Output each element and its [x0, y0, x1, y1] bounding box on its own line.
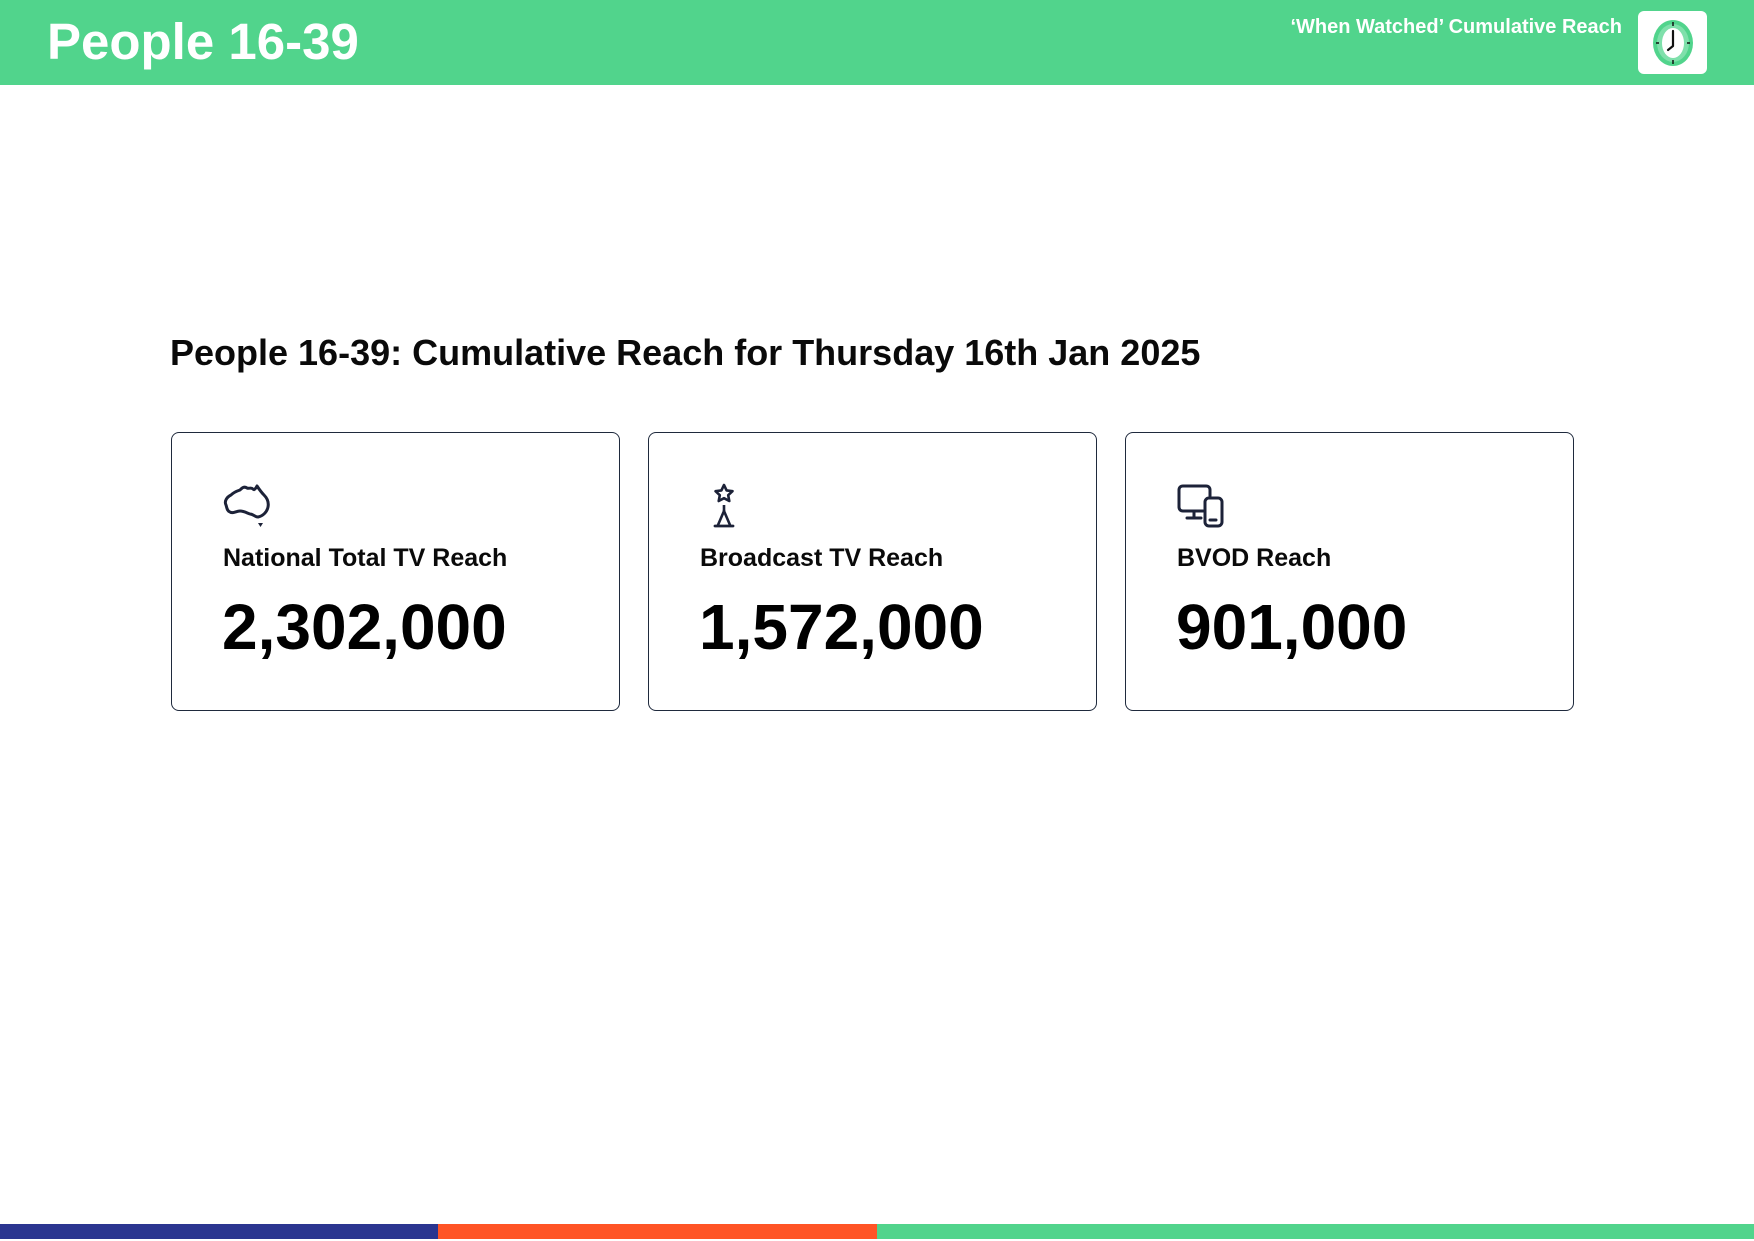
header-bar: People 16-39 ‘When Watched’ Cumulative R…	[0, 0, 1754, 85]
reach-cards: National Total TV Reach 2,302,000 Broadc…	[171, 432, 1574, 711]
clock-icon	[1652, 19, 1693, 66]
card-value: 1,572,000	[699, 591, 984, 663]
card-national-total-tv-reach: National Total TV Reach 2,302,000	[171, 432, 620, 711]
card-bvod-reach: BVOD Reach 901,000	[1125, 432, 1574, 711]
card-label: BVOD Reach	[1177, 544, 1332, 572]
footer-segment-orange	[438, 1224, 877, 1239]
card-value: 901,000	[1176, 591, 1408, 663]
australia-map-icon	[223, 484, 270, 527]
card-value: 2,302,000	[222, 591, 507, 663]
card-label: Broadcast TV Reach	[700, 544, 944, 572]
clock-badge	[1638, 11, 1707, 74]
footer-segment-navy	[0, 1224, 438, 1239]
header-subtitle: ‘When Watched’ Cumulative Reach	[1290, 16, 1622, 38]
page-title: People 16-39: Cumulative Reach for Thurs…	[170, 332, 1201, 373]
footer-segment-green	[877, 1224, 1754, 1239]
broadcast-tower-star-icon	[713, 483, 735, 528]
footer-color-bar	[0, 1224, 1754, 1239]
card-label: National Total TV Reach	[223, 544, 508, 572]
card-broadcast-tv-reach: Broadcast TV Reach 1,572,000	[648, 432, 1097, 711]
header-title: People 16-39	[47, 13, 359, 70]
monitor-phone-devices-icon	[1177, 484, 1224, 528]
